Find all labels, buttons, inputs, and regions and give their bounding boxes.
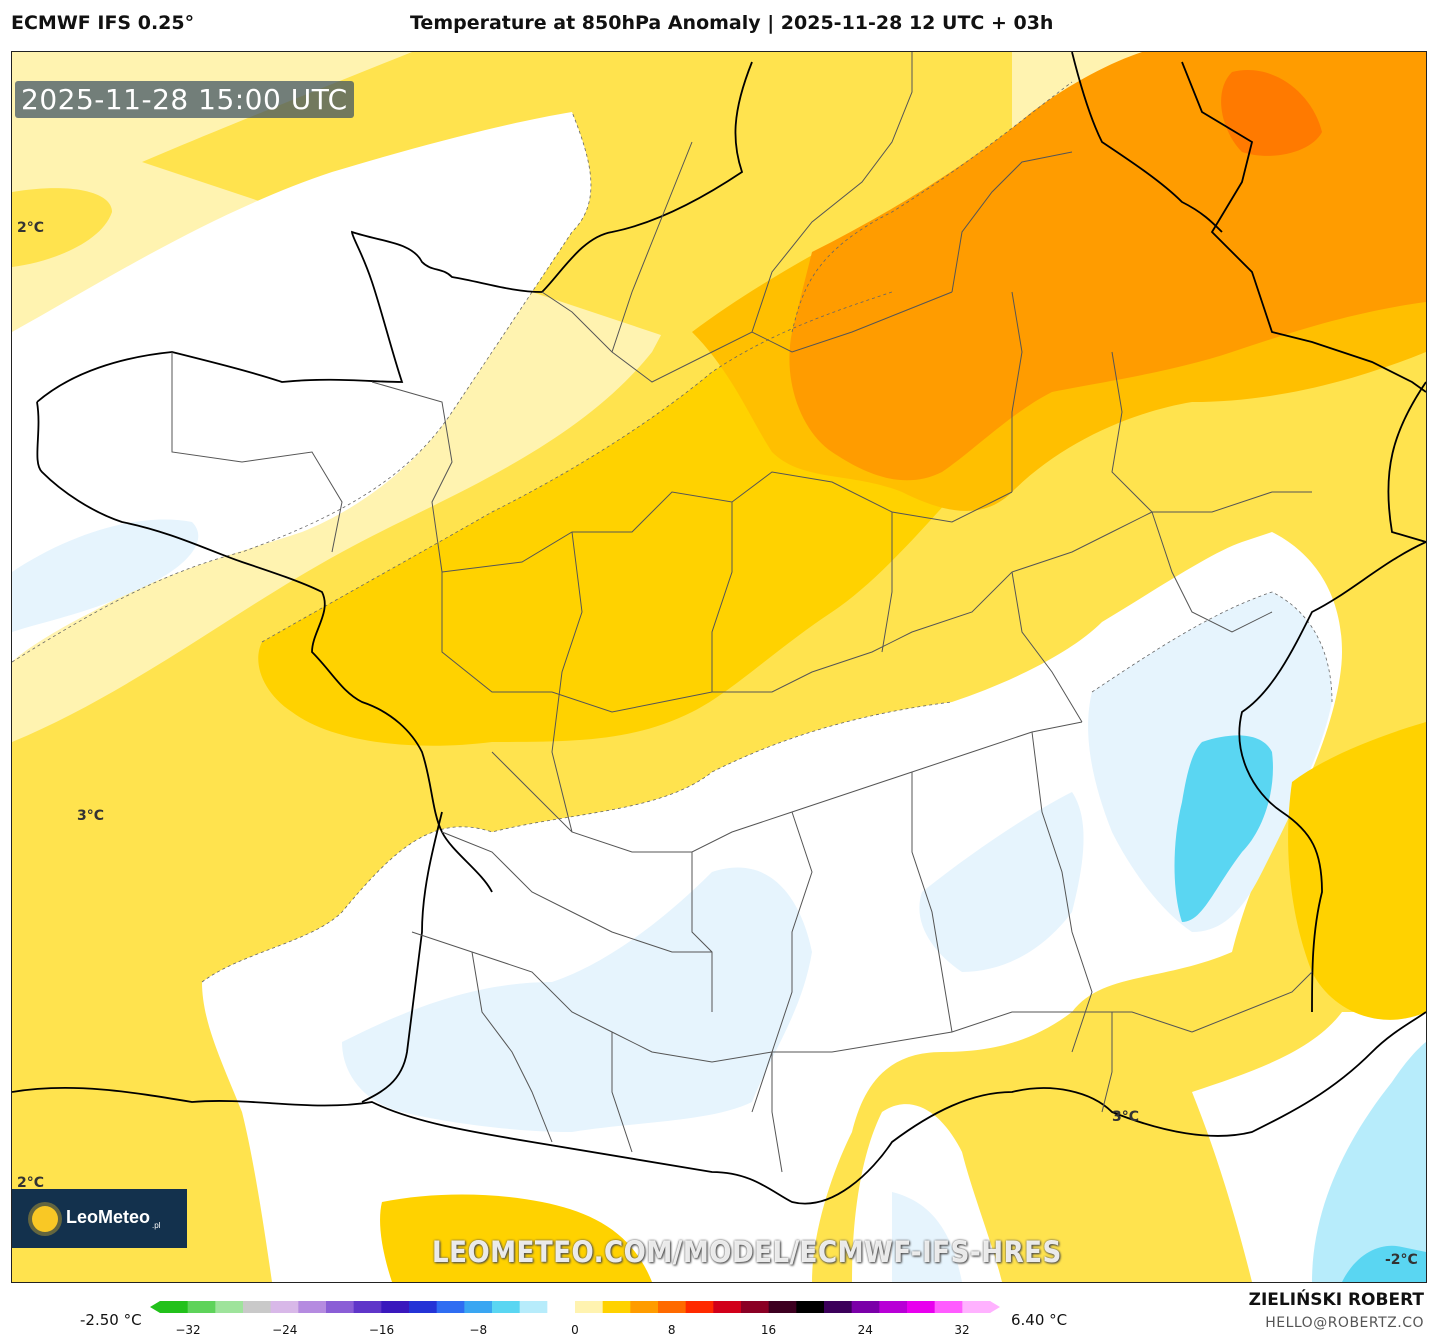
field-lightblue-mediterranean — [1312, 1042, 1426, 1282]
colorbar-swatch — [630, 1301, 659, 1313]
field-lightblue-pyrenees-coast — [892, 1192, 962, 1282]
coastlines — [12, 52, 1426, 1205]
colorbar-swatch — [326, 1301, 355, 1313]
colorbar-tick-label: −16 — [368, 1323, 395, 1337]
colorbar-swatch — [215, 1301, 244, 1313]
scale-max-label: 6.40 °C — [1011, 1311, 1068, 1329]
colorbar-swatch — [713, 1301, 742, 1313]
colorbar-swatch — [962, 1301, 991, 1313]
colorbar-swatch — [547, 1301, 576, 1313]
author-name: ZIELIŃSKI ROBERT — [1248, 1290, 1424, 1310]
colorbar-swatch — [298, 1301, 327, 1313]
contour-label: 2°C — [17, 220, 45, 236]
field-orange-dark — [1221, 70, 1322, 156]
colorbar-swatch — [519, 1301, 548, 1313]
colorbar-swatch — [658, 1301, 687, 1313]
colorbar-swatch — [270, 1301, 299, 1313]
contour-label: 3°C — [77, 808, 105, 824]
colorbar-swatch — [575, 1301, 604, 1313]
scale-min-label: -2.50 °C — [80, 1311, 142, 1329]
field-lightblue-atlantic — [12, 519, 199, 632]
colorbar-tick-label: 32 — [954, 1323, 970, 1337]
colorbar-swatch — [907, 1301, 936, 1313]
colorbar-arrow-left — [150, 1301, 160, 1313]
map-title: Temperature at 850hPa Anomaly | 2025-11-… — [410, 12, 1054, 34]
colorbar-tick-label: 24 — [857, 1323, 873, 1337]
colorbar-swatch — [851, 1301, 880, 1313]
colorbar-swatch — [160, 1301, 189, 1313]
colorbar-tick-label: −32 — [175, 1323, 201, 1337]
region-borders — [171, 52, 1313, 1173]
contour-label: -2°C — [1385, 1252, 1418, 1268]
colorbar-swatch — [934, 1301, 963, 1313]
field-blue-lake-geneva — [1174, 735, 1273, 922]
colorbar-swatch — [353, 1301, 382, 1313]
logo-tld: .pl — [152, 1220, 161, 1230]
colorbar-swatch — [436, 1301, 465, 1313]
forecast-timestamp: 2025-11-28 15:00 UTC — [15, 81, 354, 118]
colorbar-swatch — [685, 1301, 714, 1313]
field-blue-mediterranean — [1342, 1245, 1426, 1282]
temperature-anomaly-map: 2025-11-28 15:00 UTC 2°C 3°C 3°C 2°C -2°… — [11, 51, 1427, 1283]
field-white-east-coast — [852, 1104, 1002, 1282]
colorbar-swatch — [602, 1301, 631, 1313]
contour-label: 2°C — [17, 1175, 45, 1191]
model-name: ECMWF IFS 0.25° — [11, 12, 195, 34]
field-orange — [789, 52, 1426, 481]
colorbar-tick-label: −24 — [272, 1323, 298, 1337]
field-lightblue-centre — [919, 792, 1084, 972]
colorbar-tick-label: 16 — [760, 1323, 777, 1337]
sun-icon — [32, 1205, 58, 1232]
colorbar — [150, 1301, 1000, 1313]
colorbar-swatch — [492, 1301, 521, 1313]
field-gold-east — [1288, 722, 1426, 1020]
colorbar-swatch — [409, 1301, 438, 1313]
colorbar-swatch — [243, 1301, 272, 1313]
colorbar-swatch — [824, 1301, 853, 1313]
watermark-url: LEOMETEO.COM/MODEL/ECMWF-IFS-HRES — [432, 1235, 1062, 1269]
colorbar-tick-label: 0 — [571, 1323, 579, 1337]
map-canvas — [12, 52, 1426, 1282]
field-lightblue-southwest — [342, 867, 812, 1132]
colorbar-arrow-right — [990, 1301, 1000, 1313]
field-yellow-channel-west — [12, 188, 112, 267]
colorbar-swatch — [741, 1301, 770, 1313]
colorbar-swatch — [464, 1301, 493, 1313]
logo-name: LeoMeteo — [66, 1207, 151, 1228]
leometeo-logo: LeoMeteo .pl — [12, 1189, 187, 1248]
colorbar-swatch — [768, 1301, 797, 1313]
author-contact: HELLO@ROBERTZ.CO — [1265, 1315, 1424, 1331]
contour-label: 3°C — [1112, 1109, 1140, 1125]
colorbar-swatch — [796, 1301, 825, 1313]
colorbar-swatch — [187, 1301, 216, 1313]
contour-lines — [12, 81, 1333, 983]
field-gold-south — [380, 1194, 652, 1282]
colorbar-swatch — [879, 1301, 908, 1313]
colorbar-swatch — [381, 1301, 410, 1313]
colorbar-tick-label: 8 — [667, 1323, 676, 1337]
colorbar-tick-label: −8 — [469, 1323, 488, 1337]
